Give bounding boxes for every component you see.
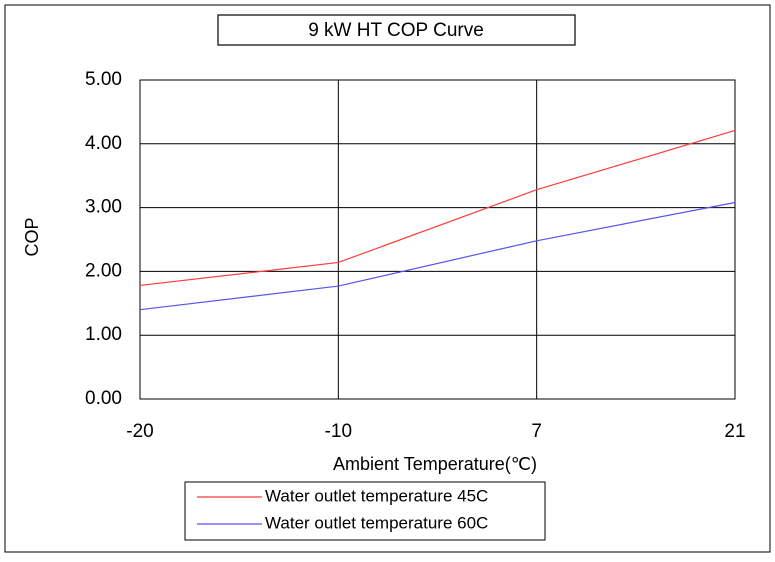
y-tick-label: 1.00 xyxy=(85,324,122,345)
y-tick-label: 5.00 xyxy=(85,69,122,90)
x-tick-label: 21 xyxy=(724,421,745,442)
y-tick-label: 2.00 xyxy=(85,260,122,281)
x-tick-label: -20 xyxy=(126,421,153,442)
legend-label: Water outlet temperature 45C xyxy=(265,486,488,505)
y-axis-label: COP xyxy=(22,217,42,256)
x-tick-label: 7 xyxy=(531,421,542,442)
x-tick-label: -10 xyxy=(325,421,352,442)
series-line xyxy=(139,201,736,311)
series-line xyxy=(139,129,736,287)
y-tick-label: 4.00 xyxy=(85,133,122,154)
chart-title: 9 kW HT COP Curve xyxy=(308,20,484,41)
y-tick-label: 3.00 xyxy=(85,197,122,218)
legend-label: Water outlet temperature 60C xyxy=(265,513,488,532)
plot-border xyxy=(139,79,736,400)
x-axis-label: Ambient Temperature(℃) xyxy=(333,454,537,474)
title-box xyxy=(217,14,576,46)
y-tick-label: 0.00 xyxy=(85,388,122,409)
legend-box xyxy=(184,481,546,541)
frame xyxy=(4,4,771,553)
